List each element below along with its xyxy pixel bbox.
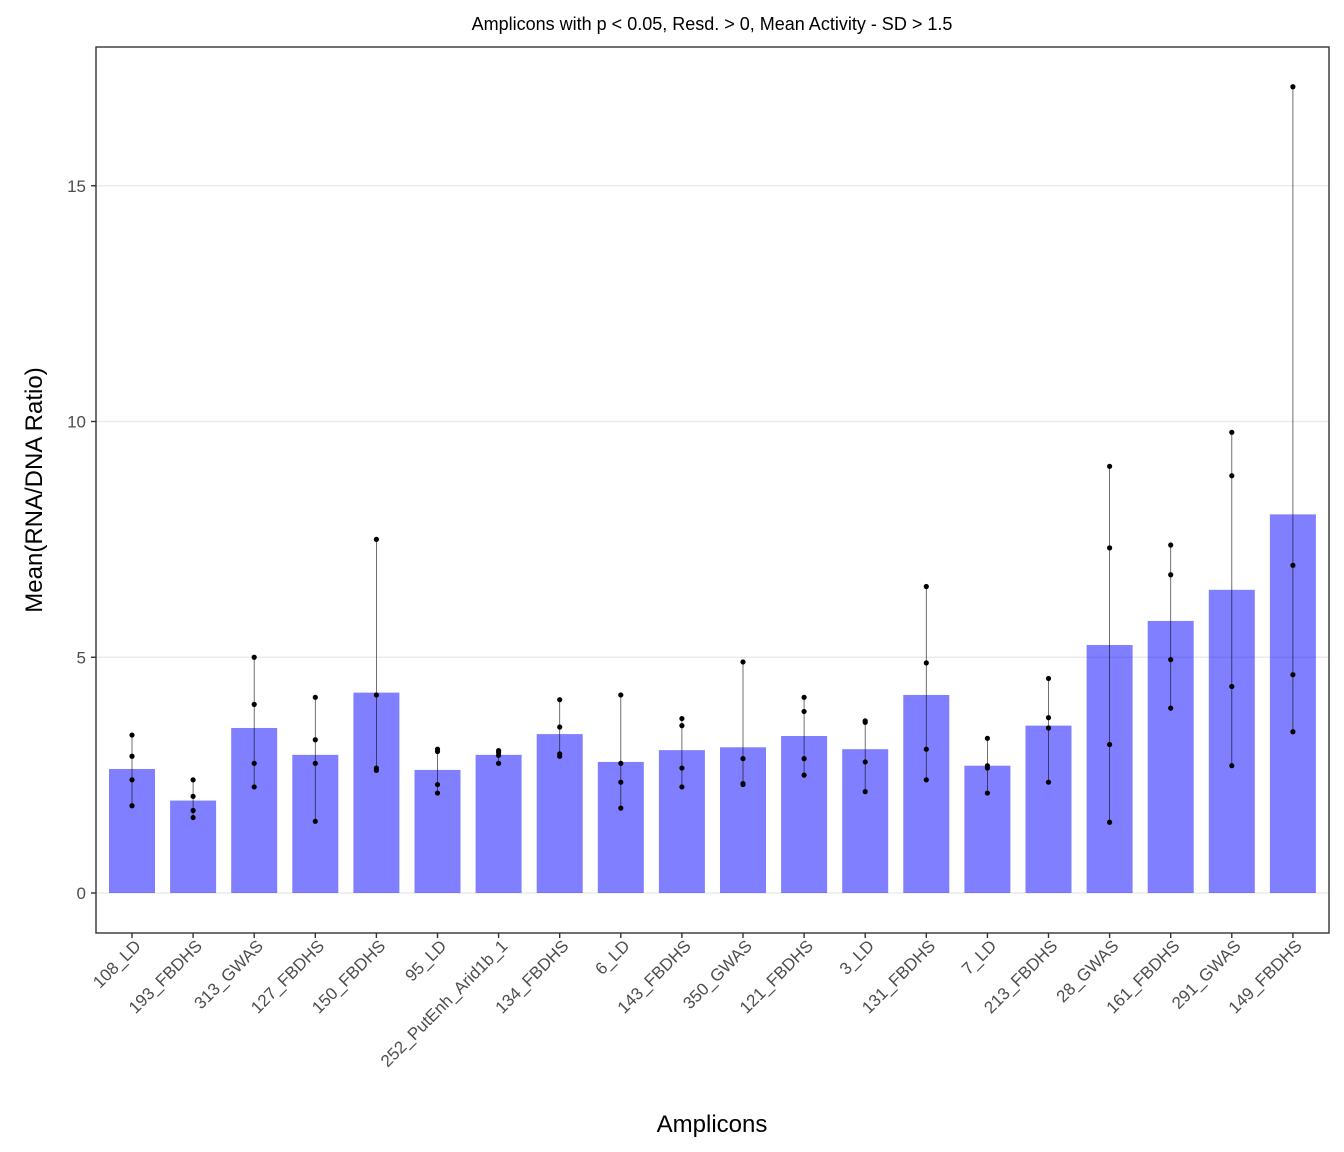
point-252_PutEnh_Arid1b_1-2 xyxy=(496,752,502,758)
y-tick-label-15: 15 xyxy=(67,177,86,196)
point-108_LD-1 xyxy=(129,753,135,759)
point-121_FBDHS-2 xyxy=(801,756,807,762)
point-291_GWAS-2 xyxy=(1229,683,1235,690)
point-28_GWAS-2 xyxy=(1107,741,1113,748)
point-134_FBDHS-1 xyxy=(557,724,563,730)
point-252_PutEnh_Arid1b_1-3 xyxy=(496,760,502,766)
point-28_GWAS-3 xyxy=(1107,819,1113,825)
point-350_GWAS-0 xyxy=(740,659,746,665)
point-313_GWAS-0 xyxy=(251,654,257,660)
point-350_GWAS-1 xyxy=(740,756,746,762)
point-131_FBDHS-1 xyxy=(923,660,929,666)
point-213_FBDHS-1 xyxy=(1045,715,1052,721)
x-tick-label-7_LD: 7_LD xyxy=(958,936,1000,978)
point-131_FBDHS-0 xyxy=(923,583,929,590)
point-131_FBDHS-2 xyxy=(923,746,929,752)
point-161_FBDHS-2 xyxy=(1168,657,1174,663)
point-143_FBDHS-1 xyxy=(679,723,685,729)
point-121_FBDHS-1 xyxy=(801,708,807,715)
data-points xyxy=(129,84,1296,825)
point-213_FBDHS-2 xyxy=(1045,725,1052,731)
point-313_GWAS-2 xyxy=(251,760,257,766)
point-3_LD-3 xyxy=(862,789,868,795)
point-7_LD-0 xyxy=(984,735,991,741)
point-95_LD-3 xyxy=(434,790,441,796)
point-127_FBDHS-2 xyxy=(312,760,318,766)
point-150_FBDHS-3 xyxy=(373,767,379,774)
bars xyxy=(109,514,1316,893)
point-161_FBDHS-3 xyxy=(1168,705,1174,711)
point-95_LD-2 xyxy=(434,781,441,788)
point-291_GWAS-3 xyxy=(1229,763,1235,769)
point-313_GWAS-1 xyxy=(251,701,257,708)
y-tick-label-0: 0 xyxy=(77,884,86,903)
point-28_GWAS-1 xyxy=(1107,545,1113,551)
point-127_FBDHS-1 xyxy=(312,737,318,743)
point-108_LD-0 xyxy=(129,732,135,738)
point-7_LD-2 xyxy=(984,765,991,771)
point-28_GWAS-0 xyxy=(1107,463,1113,469)
point-143_FBDHS-0 xyxy=(679,715,685,722)
x-tick-label-3_LD: 3_LD xyxy=(836,936,878,978)
x-tick-label-108_LD: 108_LD xyxy=(89,936,145,992)
point-131_FBDHS-3 xyxy=(923,777,929,783)
point-149_FBDHS-2 xyxy=(1290,672,1296,678)
point-6_LD-1 xyxy=(618,760,624,766)
point-143_FBDHS-2 xyxy=(679,765,685,771)
point-134_FBDHS-0 xyxy=(557,697,563,703)
point-161_FBDHS-1 xyxy=(1168,572,1174,578)
x-tick-label-95_LD: 95_LD xyxy=(401,936,450,985)
grid-lines xyxy=(96,185,1329,894)
x-axis-ticks: 108_LD193_FBDHS313_GWAS127_FBDHS150_FBDH… xyxy=(89,933,1306,1071)
y-tick-label-5: 5 xyxy=(77,648,86,667)
point-127_FBDHS-0 xyxy=(312,694,318,700)
y-tick-label-10: 10 xyxy=(67,413,86,432)
point-193_FBDHS-2 xyxy=(190,807,196,814)
y-axis-ticks: 0 5 10 15 xyxy=(67,177,96,903)
point-121_FBDHS-3 xyxy=(801,772,807,778)
point-193_FBDHS-1 xyxy=(190,793,196,799)
point-149_FBDHS-0 xyxy=(1290,84,1296,90)
point-193_FBDHS-0 xyxy=(190,777,196,783)
point-6_LD-0 xyxy=(618,692,624,698)
point-149_FBDHS-3 xyxy=(1290,729,1296,735)
point-291_GWAS-1 xyxy=(1229,473,1235,479)
point-213_FBDHS-0 xyxy=(1045,675,1052,682)
point-6_LD-3 xyxy=(618,805,624,811)
point-150_FBDHS-0 xyxy=(373,536,379,542)
x-tick-label-6_LD: 6_LD xyxy=(591,936,633,978)
panel-border xyxy=(95,46,1330,934)
point-95_LD-1 xyxy=(434,748,441,755)
error-bars xyxy=(131,86,1294,823)
point-134_FBDHS-3 xyxy=(557,753,563,759)
point-149_FBDHS-1 xyxy=(1290,562,1296,568)
point-121_FBDHS-0 xyxy=(801,694,807,700)
x-axis-title: Amplicons xyxy=(657,1111,768,1138)
point-350_GWAS-3 xyxy=(740,781,746,788)
point-313_GWAS-3 xyxy=(251,784,257,790)
point-291_GWAS-0 xyxy=(1229,429,1235,435)
point-161_FBDHS-0 xyxy=(1168,542,1174,548)
point-3_LD-1 xyxy=(862,719,868,725)
point-143_FBDHS-3 xyxy=(679,784,685,790)
point-193_FBDHS-3 xyxy=(190,814,196,821)
point-6_LD-2 xyxy=(618,779,624,785)
bar-134_FBDHS xyxy=(536,734,583,893)
point-127_FBDHS-3 xyxy=(312,818,318,824)
point-108_LD-2 xyxy=(129,777,135,783)
bar-252_PutEnh_Arid1b_1 xyxy=(475,754,522,893)
point-150_FBDHS-1 xyxy=(373,692,379,698)
point-3_LD-2 xyxy=(862,759,868,765)
point-7_LD-3 xyxy=(984,790,991,796)
point-213_FBDHS-3 xyxy=(1045,779,1052,785)
point-108_LD-3 xyxy=(129,803,135,809)
chart-title: Amplicons with p < 0.05, Resd. > 0, Mean… xyxy=(472,14,953,34)
y-axis-title: Mean(RNA/DNA Ratio) xyxy=(21,367,48,612)
